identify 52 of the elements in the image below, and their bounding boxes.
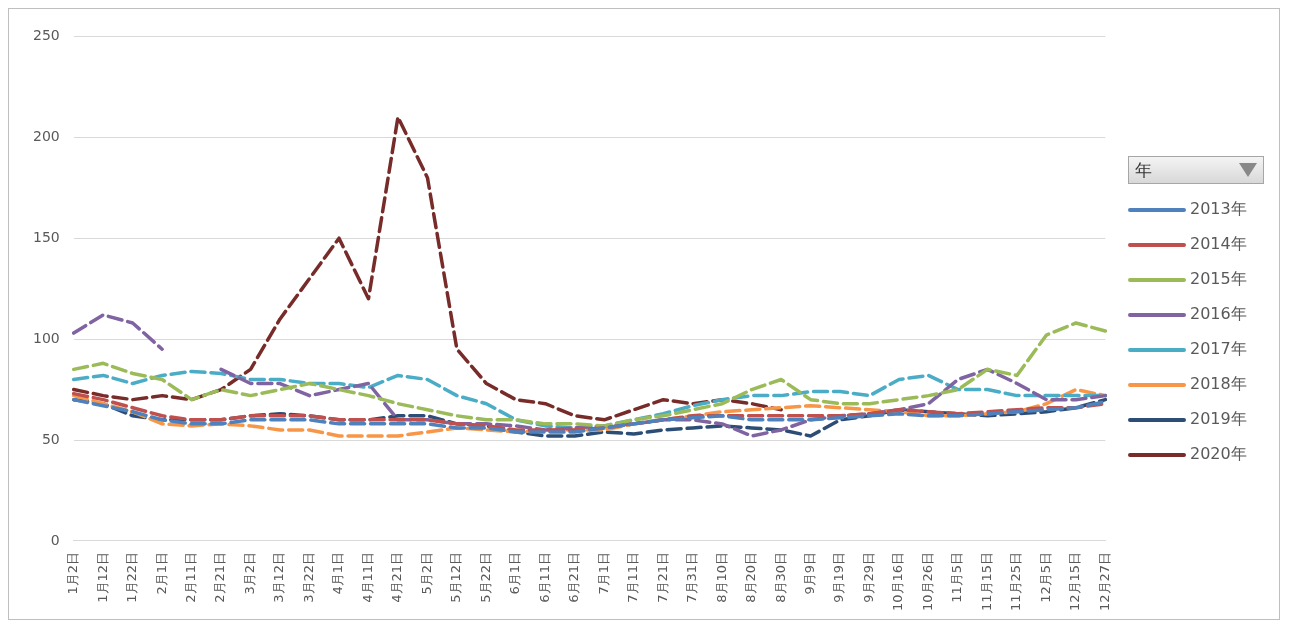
x-tick-label: 5月22日 (477, 551, 493, 603)
x-tick-label: 8月30日 (772, 551, 788, 603)
line-series (71, 115, 783, 422)
x-tick-label: 10月26日 (919, 551, 935, 612)
x-tick-label: 10月16日 (890, 551, 906, 612)
x-tick-label: 7月31日 (684, 551, 700, 603)
x-tick-label: 7月1日 (595, 551, 611, 595)
x-tick-label: 2月11日 (183, 551, 198, 603)
x-tick-label: 4月21日 (389, 551, 405, 603)
x-tick-label: 3月12日 (271, 551, 287, 603)
x-tick-label: 6月1日 (507, 551, 523, 595)
y-tick-label: 250 (32, 27, 60, 44)
x-tick-label: 5月12日 (448, 551, 464, 603)
legend-label: 2014年 (1190, 234, 1247, 255)
x-tick-label: 1月2日 (65, 551, 81, 595)
x-tick-label: 8月10日 (713, 551, 729, 603)
x-tick-label: 11月25日 (1008, 551, 1024, 612)
x-tick-label: 1月22日 (124, 551, 140, 603)
legend-label: 2018年 (1190, 374, 1247, 395)
x-tick-label: 7月21日 (654, 551, 670, 603)
x-tick-label: 7月11日 (625, 551, 641, 603)
legend-label: 2017年 (1190, 339, 1247, 360)
legend-label: 2019年 (1190, 409, 1247, 430)
legend-label: 2020年 (1190, 444, 1247, 465)
x-tick-label: 11月15日 (978, 551, 994, 612)
x-tick-label: 2月21日 (212, 551, 228, 603)
x-tick-label: 6月21日 (566, 551, 582, 603)
x-tick-label: 9月9日 (802, 551, 818, 595)
y-tick-label: 100 (32, 329, 60, 346)
x-tick-label: 4月1日 (330, 551, 346, 595)
x-tick-label: 5月2日 (418, 551, 434, 595)
x-tick-label: 9月19日 (831, 551, 847, 603)
x-tick-label: 8月20日 (743, 551, 759, 603)
x-tick-label: 12月5日 (1037, 551, 1053, 603)
legend-title: 年 (1135, 158, 1152, 182)
legend-label: 2013年 (1190, 199, 1247, 220)
x-tick-label: 6月11日 (536, 551, 552, 603)
x-tick-label: 4月11日 (359, 551, 375, 603)
x-tick-label: 11月5日 (949, 551, 965, 603)
y-tick-label: 150 (32, 228, 60, 245)
x-tick-label: 3月2日 (241, 551, 257, 595)
x-tick-label: 1月12日 (94, 551, 110, 603)
x-tick-label: 2月1日 (153, 551, 169, 595)
y-tick-label: 0 (50, 531, 60, 548)
x-tick-label: 12月15日 (1067, 551, 1083, 612)
y-tick-label: 50 (41, 430, 60, 447)
legend-label: 2015年 (1190, 269, 1247, 290)
legend-label: 2016年 (1190, 304, 1247, 325)
x-tick-label: 12月27日 (1096, 551, 1112, 612)
x-tick-label: 9月29日 (860, 551, 876, 603)
x-tick-label: 3月22日 (300, 551, 316, 603)
y-tick-label: 200 (32, 127, 60, 144)
